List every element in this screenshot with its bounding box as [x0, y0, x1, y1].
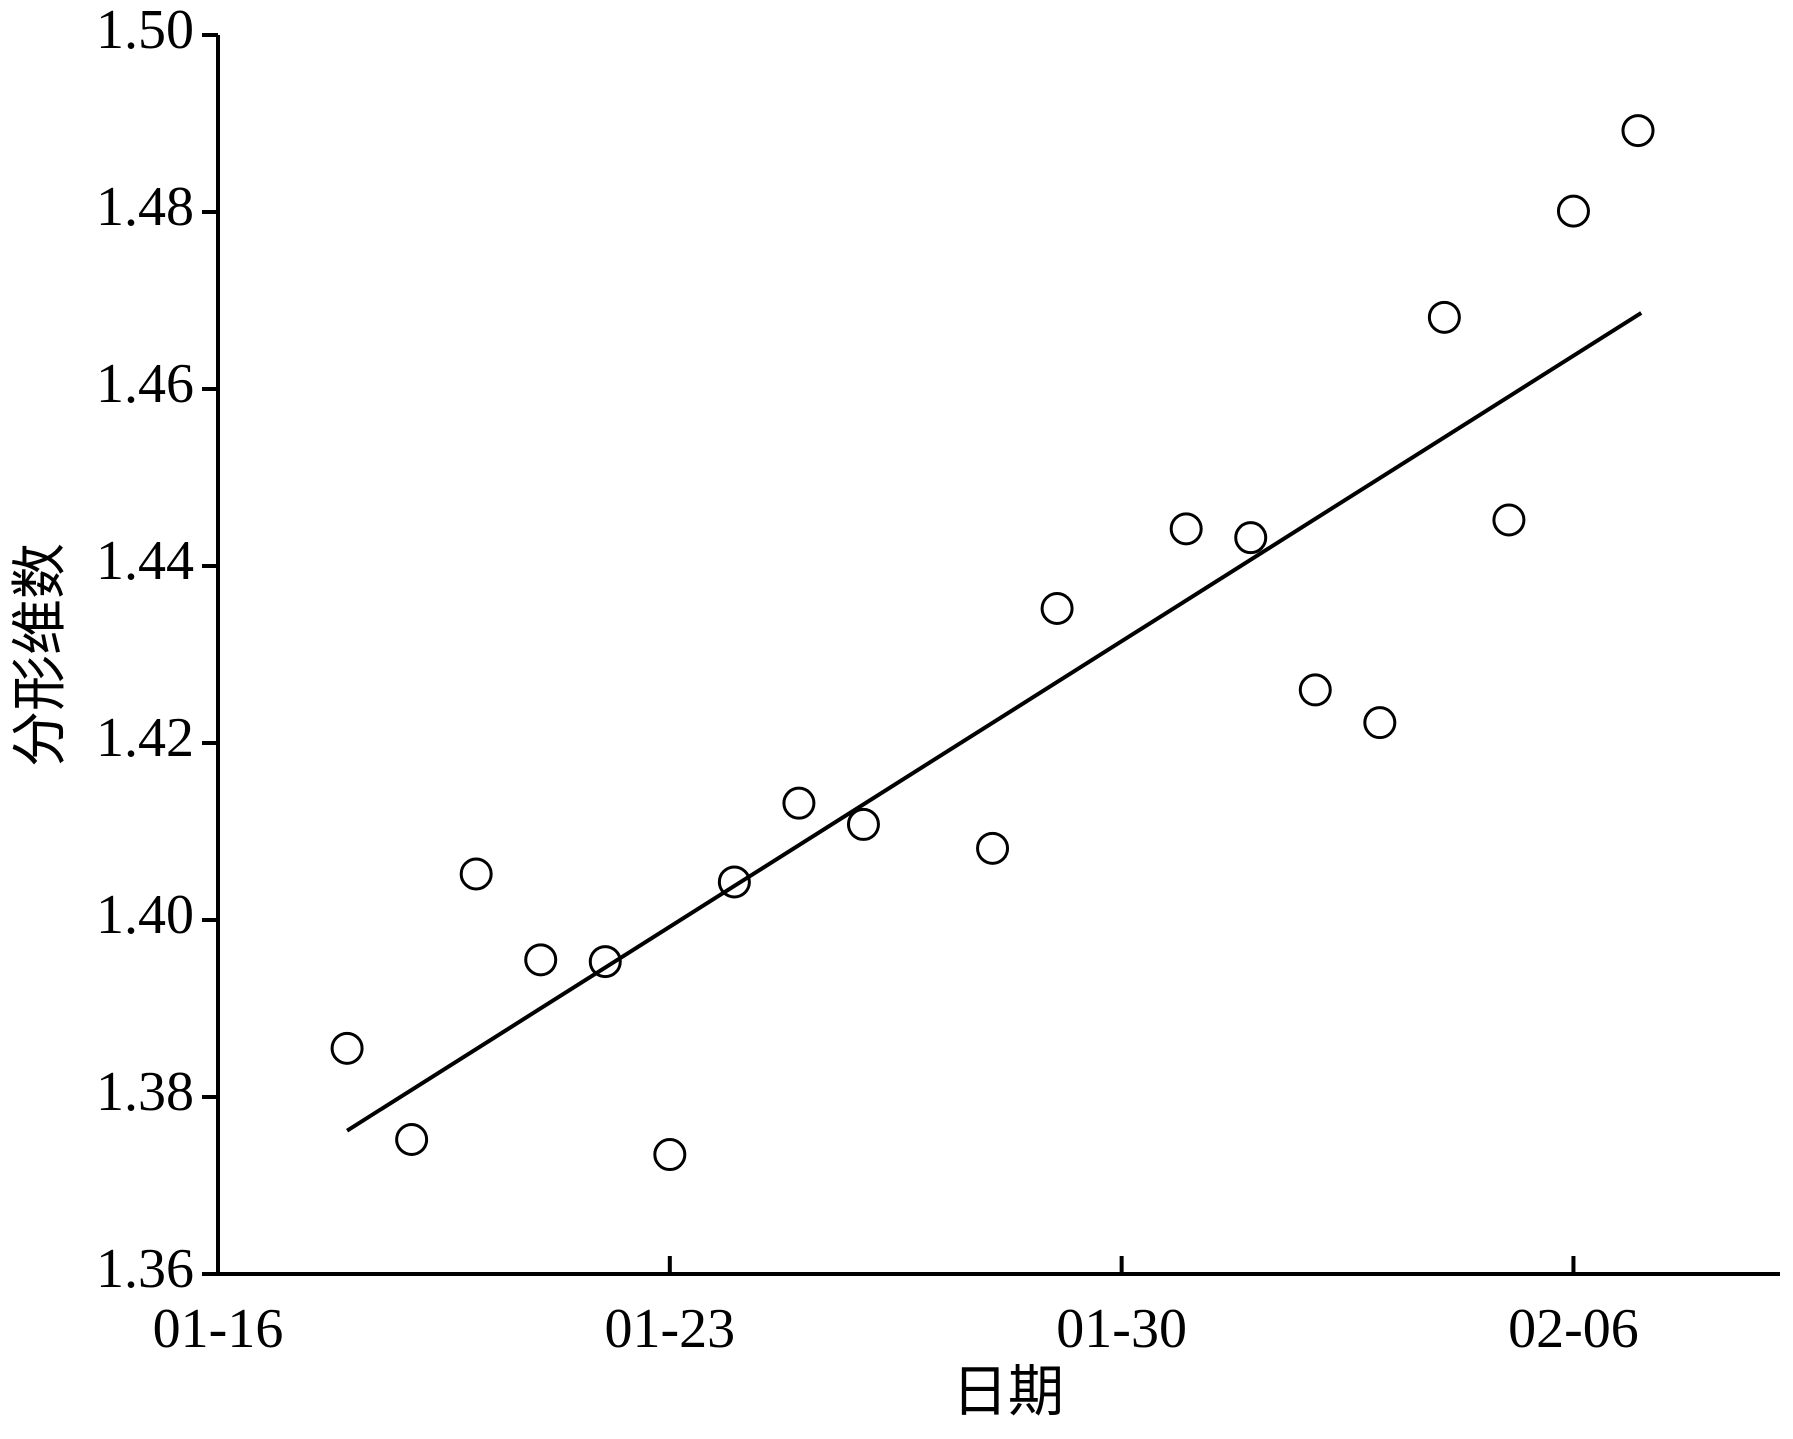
point: [1556, 194, 1590, 228]
point: [1169, 512, 1203, 546]
point: [1427, 300, 1461, 334]
x-axis-label: 日期: [952, 1362, 1064, 1424]
y-tick-label: 1.42: [96, 707, 194, 769]
y-tick-label: 1.48: [96, 176, 194, 238]
point: [1298, 673, 1332, 707]
point: [1492, 503, 1526, 537]
point: [1363, 706, 1397, 740]
point: [524, 943, 558, 977]
point: [330, 1031, 364, 1065]
point: [846, 807, 880, 841]
x-tick-label: 01-16: [153, 1298, 284, 1360]
point: [717, 865, 751, 899]
x-tick-label: 01-23: [604, 1298, 735, 1360]
point: [459, 857, 493, 891]
point: [1234, 521, 1268, 555]
y-tick-label: 1.36: [96, 1238, 194, 1300]
point: [976, 831, 1010, 865]
y-axis-label: 分形维数: [10, 543, 72, 767]
point: [653, 1138, 687, 1172]
y-tick-label: 1.38: [96, 1061, 194, 1123]
point: [588, 945, 622, 979]
trend-line: [346, 311, 1643, 1133]
point: [1040, 591, 1074, 625]
point: [1621, 114, 1655, 148]
y-tick-label: 1.46: [96, 353, 194, 415]
y-tick-label: 1.50: [96, 0, 194, 61]
point: [782, 786, 816, 820]
x-tick-label: 01-30: [1056, 1298, 1187, 1360]
y-tick-label: 1.44: [96, 530, 194, 592]
x-tick-label: 02-06: [1508, 1298, 1639, 1360]
point: [395, 1122, 429, 1156]
y-tick-label: 1.40: [96, 884, 194, 946]
